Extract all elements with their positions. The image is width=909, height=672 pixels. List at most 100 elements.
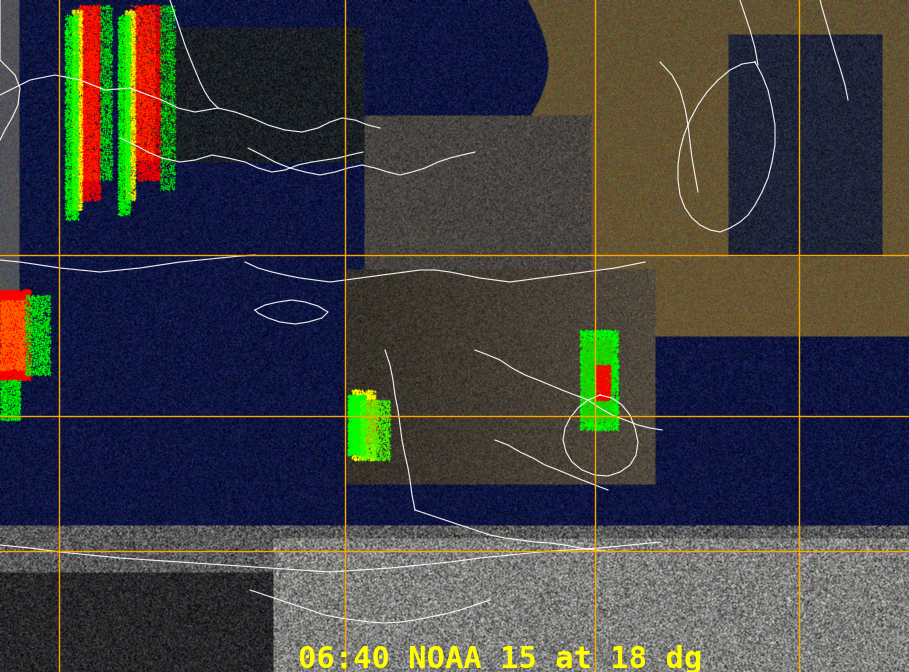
Point	[144, 65, 158, 75]
Point	[380, 448, 395, 459]
Point	[167, 88, 182, 99]
Point	[99, 58, 114, 69]
Point	[118, 114, 133, 125]
Point	[1, 347, 15, 358]
Point	[84, 74, 98, 85]
Point	[67, 30, 82, 41]
Point	[375, 452, 390, 463]
Point	[345, 432, 359, 443]
Point	[94, 91, 108, 102]
Point	[73, 69, 87, 80]
Point	[357, 390, 372, 401]
Point	[124, 177, 138, 188]
Point	[359, 390, 374, 401]
Point	[589, 368, 604, 378]
Point	[120, 62, 135, 73]
Point	[356, 436, 371, 447]
Point	[15, 314, 29, 325]
Point	[592, 343, 606, 353]
Point	[14, 359, 28, 370]
Point	[9, 289, 24, 300]
Point	[162, 35, 176, 46]
Point	[131, 162, 145, 173]
Point	[17, 347, 32, 358]
Point	[594, 368, 608, 379]
Point	[579, 409, 594, 420]
Point	[121, 155, 135, 166]
Point	[111, 173, 125, 183]
Point	[125, 151, 139, 161]
Point	[359, 442, 374, 453]
Point	[112, 16, 126, 27]
Point	[10, 339, 25, 350]
Point	[16, 351, 31, 362]
Point	[143, 0, 157, 11]
Point	[69, 180, 84, 191]
Point	[149, 153, 164, 163]
Point	[67, 155, 82, 166]
Point	[122, 149, 136, 160]
Point	[6, 358, 21, 369]
Point	[602, 366, 616, 377]
Point	[118, 130, 133, 140]
Point	[582, 363, 596, 374]
Point	[75, 154, 90, 165]
Point	[119, 56, 134, 67]
Point	[69, 39, 84, 50]
Point	[90, 40, 105, 51]
Point	[125, 119, 140, 130]
Point	[137, 31, 152, 42]
Point	[39, 348, 54, 359]
Point	[604, 343, 619, 354]
Point	[119, 170, 134, 181]
Point	[588, 362, 603, 373]
Point	[85, 147, 100, 158]
Point	[62, 130, 76, 140]
Point	[13, 358, 27, 368]
Point	[3, 399, 17, 410]
Point	[113, 156, 127, 167]
Point	[580, 423, 594, 434]
Point	[148, 6, 163, 17]
Point	[113, 133, 127, 144]
Point	[146, 69, 161, 79]
Point	[96, 55, 111, 66]
Point	[75, 68, 89, 79]
Point	[346, 394, 361, 405]
Point	[105, 29, 119, 40]
Point	[123, 120, 137, 130]
Point	[81, 187, 95, 198]
Point	[91, 108, 105, 119]
Point	[0, 357, 9, 368]
Point	[358, 399, 373, 410]
Point	[65, 183, 79, 194]
Point	[29, 308, 44, 319]
Point	[93, 117, 107, 128]
Point	[130, 71, 145, 82]
Point	[137, 125, 152, 136]
Point	[85, 90, 99, 101]
Point	[122, 192, 136, 203]
Point	[73, 143, 87, 154]
Point	[123, 175, 137, 185]
Point	[601, 354, 615, 365]
Point	[81, 87, 95, 98]
Point	[0, 368, 7, 379]
Point	[155, 167, 169, 178]
Point	[83, 32, 97, 43]
Point	[606, 355, 621, 366]
Point	[28, 296, 43, 307]
Point	[126, 116, 141, 126]
Point	[24, 305, 38, 316]
Point	[9, 374, 24, 385]
Point	[11, 397, 25, 408]
Point	[159, 123, 174, 134]
Point	[599, 392, 614, 403]
Point	[15, 357, 29, 368]
Point	[58, 118, 73, 128]
Point	[364, 441, 378, 452]
Point	[0, 362, 12, 373]
Point	[591, 362, 605, 372]
Point	[111, 119, 125, 130]
Point	[9, 384, 24, 395]
